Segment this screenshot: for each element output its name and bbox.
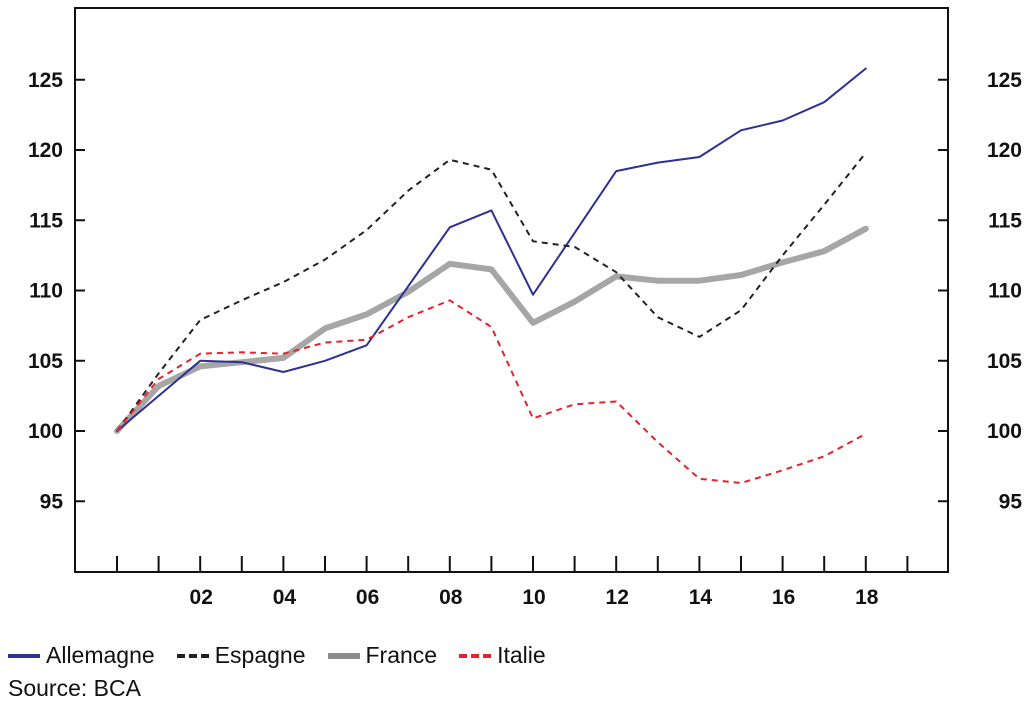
legend-swatch-allemagne [8, 653, 40, 658]
y-tick-label-left: 105 [28, 350, 63, 373]
y-tick-label-right: 100 [987, 420, 1022, 443]
legend-label-espagne: Espagne [214, 642, 306, 668]
axes-layer: 95 95 100 100 105 105 110 110 115 115 120 120 125 125… [28, 69, 1022, 609]
y-tick-label-left: 95 [40, 490, 64, 513]
x-tick-label: 02 [190, 586, 213, 609]
y-tick-label-left: 120 [28, 139, 63, 162]
x-tick-label: 04 [273, 586, 297, 609]
x-tick-label: 16 [772, 586, 795, 609]
legend-label-france: France [365, 642, 438, 668]
legend-label-italie: Italie [497, 642, 546, 668]
legend-item-espagne: Espagne [176, 642, 306, 669]
series-line-espagne [116, 152, 867, 432]
source-note: Source: BCA [8, 675, 141, 701]
legend-swatch-italie [459, 653, 492, 658]
series-line-france [114, 225, 869, 434]
y-tick-label-left: 125 [28, 69, 63, 92]
legend-label-allemagne: Allemagne [46, 642, 155, 668]
legend-swatch-espagne [176, 653, 209, 658]
y-tick-label-left: 100 [28, 420, 63, 443]
x-tick-label: 10 [522, 586, 545, 609]
series-line-allemagne [116, 67, 867, 432]
legend: Allemagne Espagne France Italie [8, 642, 568, 669]
series-line-italie [116, 299, 867, 484]
y-tick-label-right: 115 [988, 209, 1022, 232]
x-tick-label: 12 [606, 586, 629, 609]
line-chart: 95 95 100 100 105 105 110 110 115 115 120 120 125 125… [28, 7, 1022, 609]
y-tick-label-right: 105 [987, 350, 1022, 373]
y-tick-label-right: 125 [987, 69, 1022, 92]
legend-swatch-france [327, 652, 360, 659]
y-tick-label-left: 110 [29, 280, 63, 303]
x-tick-label: 06 [356, 586, 379, 609]
y-tick-label-left: 115 [29, 209, 63, 232]
y-tick-label-right: 95 [999, 490, 1023, 513]
legend-item-allemagne: Allemagne [8, 642, 155, 669]
x-tick-label: 14 [689, 586, 713, 609]
legend-item-italie: Italie [459, 642, 546, 669]
y-tick-label-right: 110 [988, 280, 1022, 303]
x-tick-label: 08 [439, 586, 463, 609]
series-layer [114, 67, 869, 484]
y-tick-label-right: 120 [987, 139, 1022, 162]
x-tick-label: 18 [855, 586, 879, 609]
plot-frame [74, 7, 949, 573]
legend-item-france: France [327, 642, 438, 669]
